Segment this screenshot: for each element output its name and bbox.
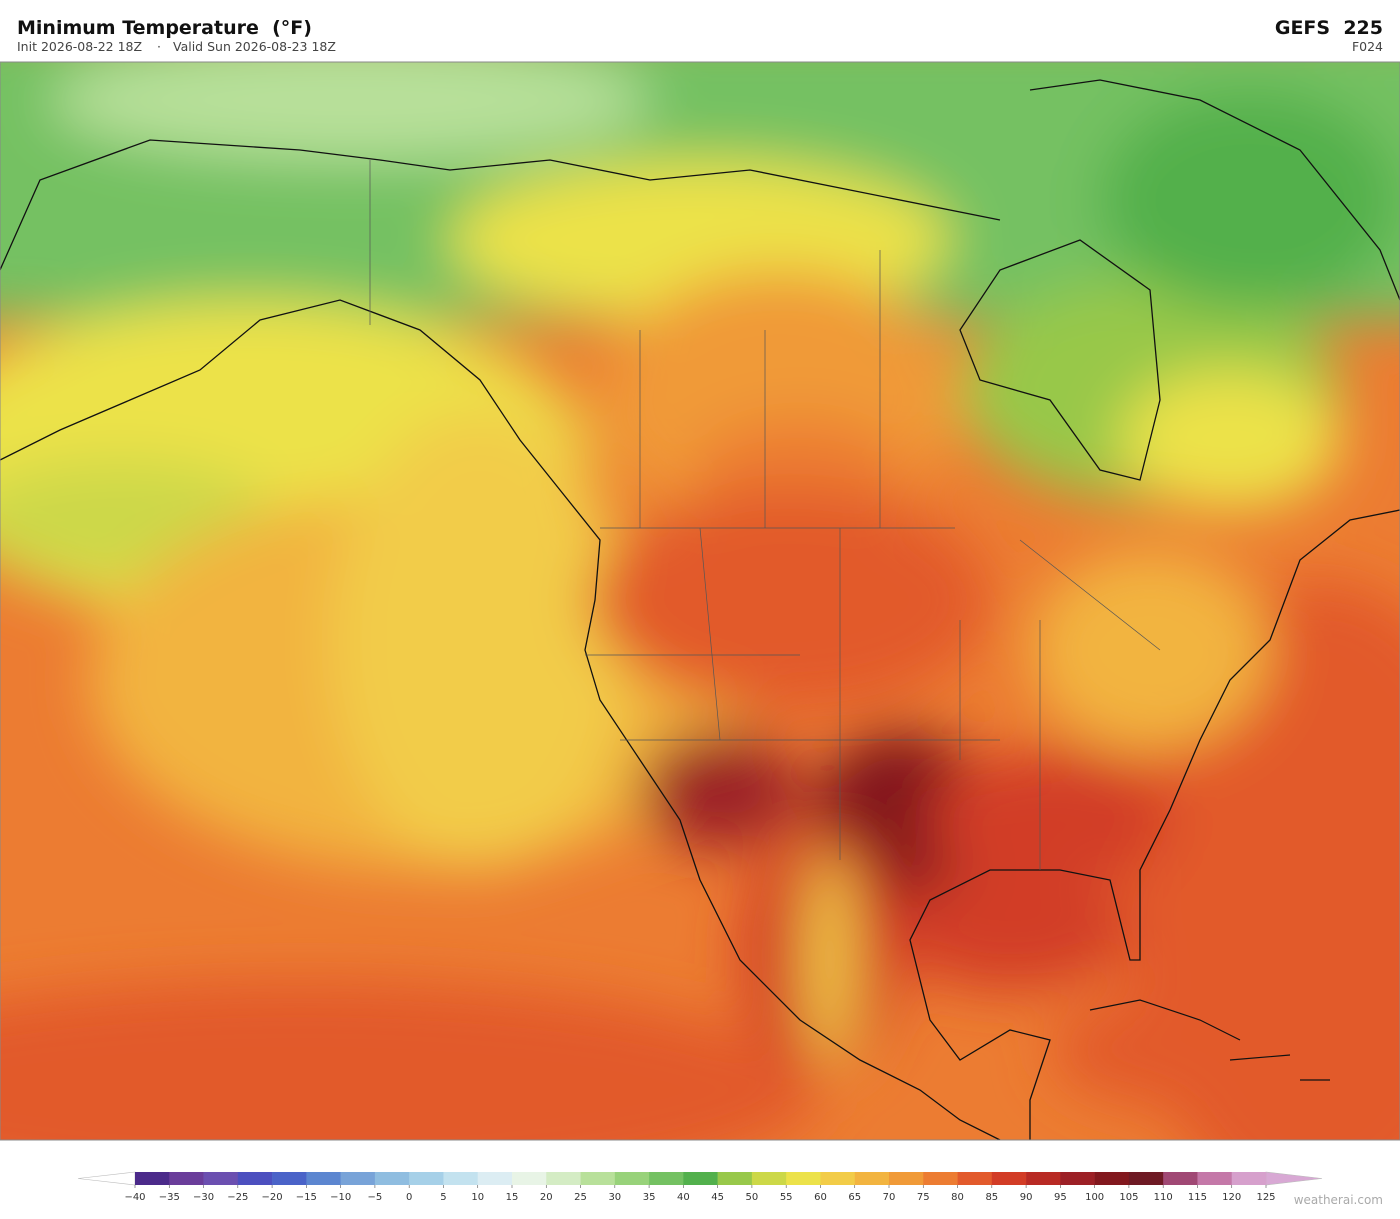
color-swatch [477,1172,513,1185]
tick-label: 40 [677,1192,690,1203]
color-swatch [820,1172,856,1185]
watermark: weatherai.com [1294,1193,1383,1207]
color-swatch [306,1172,341,1185]
color-swatch [272,1172,307,1185]
tick-label: 65 [848,1192,861,1203]
tick-label: 35 [643,1192,656,1203]
color-swatch [991,1172,1027,1185]
tick-label: 70 [883,1192,896,1203]
color-swatch [889,1172,924,1185]
color-swatch [923,1172,958,1185]
color-swatch [340,1172,376,1185]
tick-label: 0 [406,1192,412,1203]
tick-label: 50 [746,1192,759,1203]
valid-time: Valid Sun 2026-08-23 18Z [173,39,336,54]
tick-label: 15 [506,1192,519,1203]
tick-label: 55 [780,1192,793,1203]
color-swatch [443,1172,479,1185]
color-swatch [717,1172,753,1185]
color-swatch [546,1172,581,1185]
color-swatch [169,1172,204,1185]
color-swatch [1163,1172,1198,1185]
forecast-hour: F024 [1352,39,1383,54]
tick-label: −30 [193,1192,214,1203]
color-swatch [786,1172,821,1185]
map-frame [0,61,1400,1141]
color-swatch [374,1172,410,1185]
over-arrow [1265,1171,1323,1186]
tick-label: 95 [1054,1192,1067,1203]
tick-label: −10 [330,1192,351,1203]
color-swatch [237,1172,273,1185]
color-swatch [580,1172,616,1185]
color-swatch [683,1172,718,1185]
tick-label: 105 [1119,1192,1138,1203]
color-swatch [135,1172,170,1185]
tick-label: 90 [1020,1192,1033,1203]
tick-label: 115 [1188,1192,1207,1203]
init-time: Init 2026-08-22 18Z [17,39,142,54]
tick-label: 120 [1222,1192,1241,1203]
color-swatch [409,1172,444,1185]
tick-label: −40 [124,1192,145,1203]
color-swatch [1231,1172,1267,1185]
tick-label: 100 [1085,1192,1104,1203]
color-swatch [512,1172,547,1185]
color-swatch [649,1172,684,1185]
color-swatch [1128,1172,1164,1185]
tick-label: 25 [574,1192,587,1203]
colorbar: −40 −35 −30 −25 −20 −15 −10 −5 0 5 10 15 20 25 30 35 40 4… [77,1171,1323,1203]
tick-label: 45 [711,1192,724,1203]
separator: · [157,39,161,54]
color-swatch [1197,1172,1233,1185]
tick-label: 75 [917,1192,930,1203]
map [0,62,1400,1140]
color-swatch [1026,1172,1061,1185]
tick-label: 20 [540,1192,553,1203]
tick-label: −5 [368,1192,383,1203]
tick-label: 110 [1154,1192,1173,1203]
tick-label: 80 [951,1192,964,1203]
color-swatch [1060,1172,1095,1185]
tick-label: −15 [296,1192,317,1203]
color-swatch [1094,1172,1130,1185]
color-swatch [854,1172,890,1185]
tick-label: 85 [985,1192,998,1203]
color-swatch [957,1172,993,1185]
title: Minimum Temperature (°F) [17,17,312,39]
tick-label: 30 [608,1192,621,1203]
tick-label: −25 [227,1192,248,1203]
tick-label: −35 [159,1192,180,1203]
under-arrow [77,1171,136,1186]
color-swatch [751,1172,787,1185]
tick-label: −20 [262,1192,283,1203]
tick-label: 125 [1256,1192,1275,1203]
model-name: GEFS 225 [1275,17,1383,39]
tick-label: 5 [440,1192,446,1203]
color-swatch [203,1172,239,1185]
tick-label: 10 [471,1192,484,1203]
tick-label: 60 [814,1192,827,1203]
color-swatch [614,1172,650,1185]
